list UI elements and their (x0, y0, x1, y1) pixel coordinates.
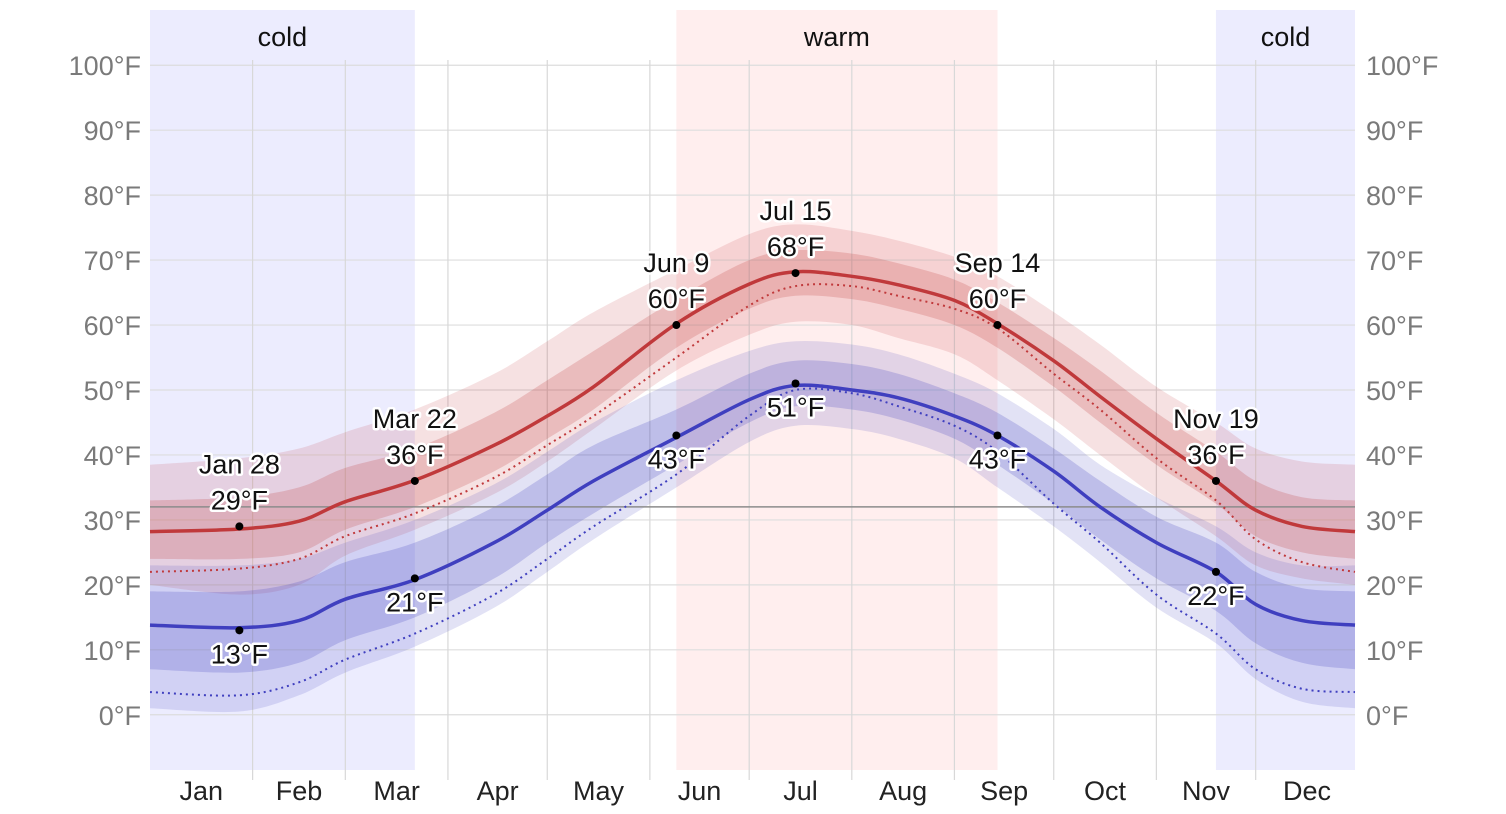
annotation-value: 51°F (767, 393, 824, 423)
band-outer-1 (150, 341, 1355, 713)
annotation-dot (1211, 567, 1220, 576)
annotation-value: 22°F (1187, 581, 1244, 611)
dotted-line-1 (149, 387, 1356, 697)
annotation-dot (791, 379, 800, 388)
y-tick-right: 70°F (1366, 246, 1423, 276)
y-tick-left: 80°F (84, 181, 141, 211)
season-label: warm (803, 22, 870, 52)
y-tick-right: 60°F (1366, 311, 1423, 341)
band-outer-0 (150, 224, 1355, 595)
annotation-dot (410, 476, 419, 485)
annotation-value: 68°F (767, 232, 824, 262)
annotation-date: Jun 9 (643, 248, 709, 278)
annotation-date: Mar 22 (373, 404, 457, 434)
annotation-value: 13°F (211, 639, 268, 669)
y-tick-right: 30°F (1366, 506, 1423, 536)
percentile-bands (150, 224, 1355, 713)
month-label: Aug (879, 776, 927, 806)
annotation-dot (410, 574, 419, 583)
month-label: Jan (180, 776, 224, 806)
y-tick-right: 100°F (1366, 51, 1438, 81)
annotation-dot (791, 269, 800, 278)
month-label: Oct (1084, 776, 1127, 806)
annotation-dot (672, 431, 681, 440)
annotation-dot (993, 321, 1002, 330)
annotation-value: 43°F (969, 444, 1026, 474)
month-label: Jun (678, 776, 722, 806)
y-tick-right: 50°F (1366, 376, 1423, 406)
annotation-date: Jan 28 (199, 449, 280, 479)
month-label: May (573, 776, 625, 806)
series-line-1 (149, 383, 1356, 630)
annotation-dot (672, 321, 681, 330)
y-tick-left: 30°F (84, 506, 141, 536)
annotation-dot (235, 522, 244, 531)
annotation-value: 60°F (648, 284, 705, 314)
axis-ticks: 0°F 0°F 10°F 10°F 20°F 20°F 30°F 30°F 40°F 40°F 50… (69, 51, 1439, 806)
annotation-dot (993, 431, 1002, 440)
y-tick-left: 100°F (69, 51, 141, 81)
y-tick-left: 0°F (99, 701, 141, 731)
month-label: Dec (1283, 776, 1331, 806)
y-tick-right: 40°F (1366, 441, 1423, 471)
y-tick-left: 40°F (84, 441, 141, 471)
month-label: Nov (1182, 776, 1231, 806)
annotation-date: Sep 14 (955, 248, 1041, 278)
annotation-value: 43°F (648, 444, 705, 474)
annotation-date: Jul 15 (760, 196, 832, 226)
month-label: Jul (783, 776, 818, 806)
band-inner-1 (150, 360, 1355, 673)
annotation-value: 60°F (969, 284, 1026, 314)
y-tick-left: 10°F (84, 636, 141, 666)
annotations: 29°F Jan 28 13°F 36°F Mar 22 21°F 60°F Jun 9 43°… (196, 194, 1261, 672)
month-label: Apr (477, 776, 519, 806)
season-label: cold (258, 22, 308, 52)
annotation-value: 36°F (1187, 440, 1244, 470)
month-label: Mar (373, 776, 420, 806)
y-tick-right: 10°F (1366, 636, 1423, 666)
grid (150, 60, 1355, 780)
annotation-value: 36°F (386, 440, 443, 470)
annotation-date: Nov 19 (1173, 404, 1259, 434)
dotted-line-0 (149, 283, 1356, 573)
y-tick-left: 50°F (84, 376, 141, 406)
annotation-dot (1211, 476, 1220, 485)
month-label: Sep (980, 776, 1028, 806)
band-inner-0 (150, 250, 1355, 560)
y-tick-left: 20°F (84, 571, 141, 601)
y-tick-right: 20°F (1366, 571, 1423, 601)
season-label: cold (1261, 22, 1311, 52)
month-label: Feb (276, 776, 323, 806)
y-tick-right: 80°F (1366, 181, 1423, 211)
y-tick-right: 90°F (1366, 116, 1423, 146)
y-tick-left: 60°F (84, 311, 141, 341)
annotation-value: 21°F (386, 587, 443, 617)
annotation-value: 29°F (211, 485, 268, 515)
annotation-dot (235, 626, 244, 635)
y-tick-left: 90°F (84, 116, 141, 146)
y-tick-right: 0°F (1366, 701, 1408, 731)
y-tick-left: 70°F (84, 246, 141, 276)
